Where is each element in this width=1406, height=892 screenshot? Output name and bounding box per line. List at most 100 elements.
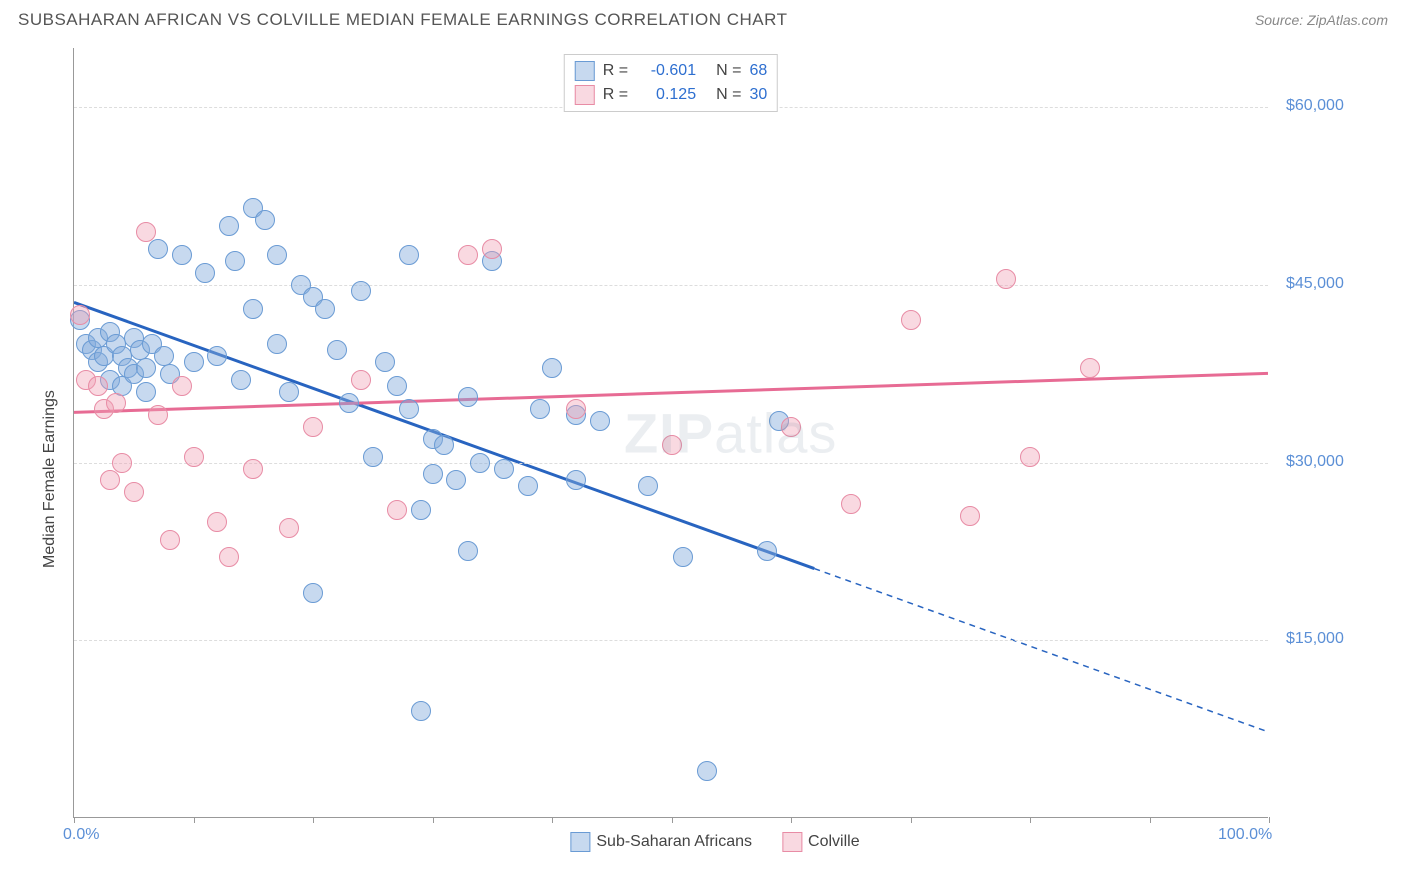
data-point bbox=[470, 453, 490, 473]
data-point bbox=[172, 376, 192, 396]
data-point bbox=[136, 382, 156, 402]
data-point bbox=[100, 470, 120, 490]
data-point bbox=[518, 476, 538, 496]
legend-series-label: Colville bbox=[808, 833, 860, 851]
data-point bbox=[279, 382, 299, 402]
data-point bbox=[781, 417, 801, 437]
data-point bbox=[566, 399, 586, 419]
data-point bbox=[136, 358, 156, 378]
data-point bbox=[841, 494, 861, 514]
data-point bbox=[231, 370, 251, 390]
data-point bbox=[243, 459, 263, 479]
data-point bbox=[399, 399, 419, 419]
y-axis-label: Median Female Earnings bbox=[41, 390, 59, 568]
legend-series: Sub-Saharan Africans Colville bbox=[570, 832, 859, 852]
data-point bbox=[530, 399, 550, 419]
x-tick bbox=[672, 817, 673, 823]
data-point bbox=[184, 447, 204, 467]
data-point bbox=[399, 245, 419, 265]
data-point bbox=[136, 222, 156, 242]
plot-area: ZIPatlas R =-0.601N =68R =0.125N =30 bbox=[73, 48, 1268, 818]
legend-stats-row: R =0.125N =30 bbox=[575, 83, 767, 107]
data-point bbox=[339, 393, 359, 413]
data-point bbox=[267, 334, 287, 354]
legend-swatch bbox=[782, 832, 802, 852]
data-point bbox=[387, 500, 407, 520]
data-point bbox=[458, 245, 478, 265]
x-tick bbox=[911, 817, 912, 823]
x-tick bbox=[1030, 817, 1031, 823]
data-point bbox=[327, 340, 347, 360]
gridline bbox=[74, 640, 1268, 641]
source-attribution: Source: ZipAtlas.com bbox=[1255, 12, 1388, 28]
data-point bbox=[960, 506, 980, 526]
data-point bbox=[207, 512, 227, 532]
x-tick bbox=[194, 817, 195, 823]
chart-title: SUBSAHARAN AFRICAN VS COLVILLE MEDIAN FE… bbox=[18, 10, 788, 30]
legend-stats-row: R =-0.601N =68 bbox=[575, 59, 767, 83]
x-tick bbox=[552, 817, 553, 823]
legend-swatch bbox=[570, 832, 590, 852]
data-point bbox=[363, 447, 383, 467]
data-point bbox=[458, 387, 478, 407]
data-point bbox=[494, 459, 514, 479]
data-point bbox=[243, 299, 263, 319]
data-point bbox=[590, 411, 610, 431]
data-point bbox=[267, 245, 287, 265]
data-point bbox=[303, 583, 323, 603]
gridline bbox=[74, 285, 1268, 286]
data-point bbox=[351, 281, 371, 301]
data-point bbox=[279, 518, 299, 538]
data-point bbox=[901, 310, 921, 330]
data-point bbox=[458, 541, 478, 561]
data-point bbox=[70, 305, 90, 325]
data-point bbox=[219, 216, 239, 236]
y-tick-label: $45,000 bbox=[1286, 275, 1344, 293]
data-point bbox=[303, 417, 323, 437]
data-point bbox=[757, 541, 777, 561]
data-point bbox=[996, 269, 1016, 289]
y-tick-label: $60,000 bbox=[1286, 97, 1344, 115]
trend-lines-svg bbox=[74, 48, 1268, 817]
legend-series-label: Sub-Saharan Africans bbox=[596, 833, 752, 851]
watermark: ZIPatlas bbox=[624, 400, 837, 465]
data-point bbox=[434, 435, 454, 455]
data-point bbox=[112, 453, 132, 473]
data-point bbox=[411, 701, 431, 721]
data-point bbox=[351, 370, 371, 390]
data-point bbox=[124, 482, 144, 502]
data-point bbox=[207, 346, 227, 366]
data-point bbox=[411, 500, 431, 520]
data-point bbox=[673, 547, 693, 567]
x-tick bbox=[313, 817, 314, 823]
x-tick bbox=[433, 817, 434, 823]
data-point bbox=[184, 352, 204, 372]
data-point bbox=[566, 470, 586, 490]
data-point bbox=[172, 245, 192, 265]
x-tick bbox=[1269, 817, 1270, 823]
data-point bbox=[423, 464, 443, 484]
data-point bbox=[1020, 447, 1040, 467]
data-point bbox=[160, 530, 180, 550]
legend-swatch bbox=[575, 61, 595, 81]
data-point bbox=[225, 251, 245, 271]
y-tick-label: $15,000 bbox=[1286, 630, 1344, 648]
y-tick-label: $30,000 bbox=[1286, 453, 1344, 471]
data-point bbox=[482, 239, 502, 259]
x-tick bbox=[74, 817, 75, 823]
legend-swatch bbox=[575, 85, 595, 105]
x-tick bbox=[791, 817, 792, 823]
data-point bbox=[315, 299, 335, 319]
legend-series-item: Sub-Saharan Africans bbox=[570, 832, 752, 852]
data-point bbox=[638, 476, 658, 496]
data-point bbox=[255, 210, 275, 230]
data-point bbox=[148, 239, 168, 259]
data-point bbox=[542, 358, 562, 378]
data-point bbox=[446, 470, 466, 490]
data-point bbox=[662, 435, 682, 455]
data-point bbox=[219, 547, 239, 567]
data-point bbox=[697, 761, 717, 781]
x-tick-label: 0.0% bbox=[63, 826, 99, 844]
legend-stats: R =-0.601N =68R =0.125N =30 bbox=[564, 54, 778, 112]
data-point bbox=[375, 352, 395, 372]
